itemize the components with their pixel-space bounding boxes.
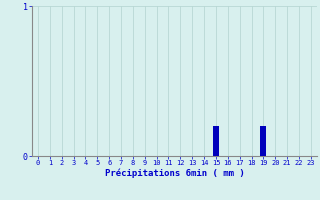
X-axis label: Précipitations 6min ( mm ): Précipitations 6min ( mm ) xyxy=(105,169,244,178)
Bar xyxy=(260,126,266,156)
Bar xyxy=(213,126,219,156)
